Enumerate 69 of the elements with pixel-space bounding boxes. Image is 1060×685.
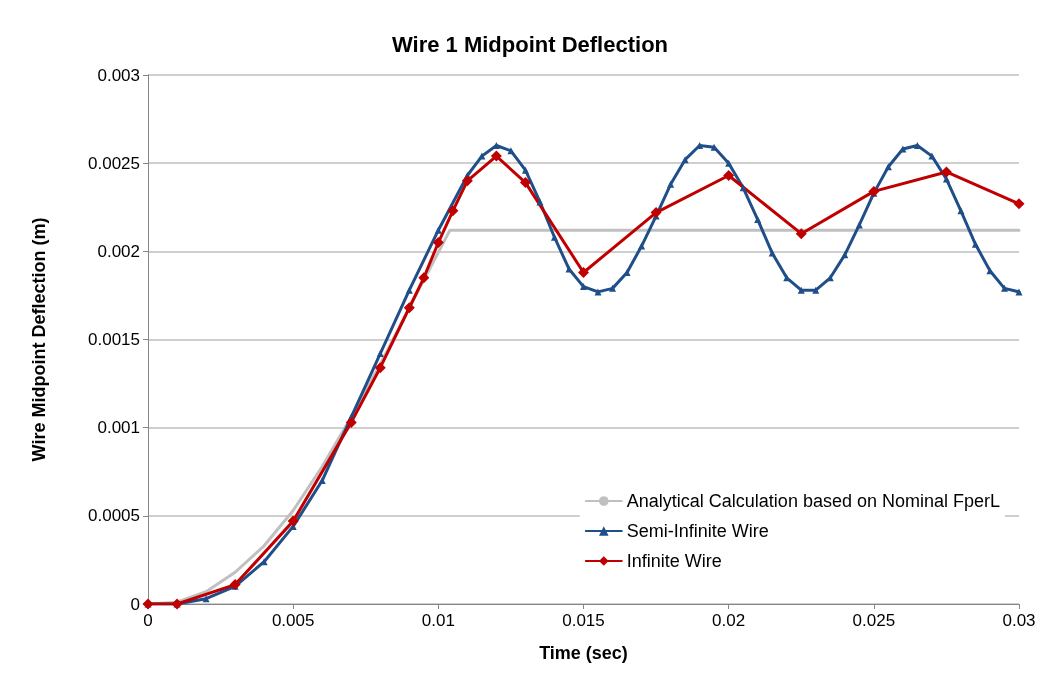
point xyxy=(623,268,631,276)
point xyxy=(681,156,689,164)
point xyxy=(578,266,589,278)
point xyxy=(202,595,210,603)
point xyxy=(507,147,515,155)
point xyxy=(940,166,952,178)
y-tick-label: 0.0025 xyxy=(88,153,140,173)
y-axis-title: Wire Midpoint Deflection (m) xyxy=(29,217,49,462)
point xyxy=(287,515,299,527)
point xyxy=(868,185,880,197)
point xyxy=(638,242,646,250)
legend-label: Semi-Infinite Wire xyxy=(626,521,769,541)
point xyxy=(1000,284,1008,292)
point xyxy=(461,175,473,187)
point xyxy=(447,205,459,217)
point xyxy=(403,302,415,314)
point xyxy=(345,416,357,428)
y-tick-label: 0.0005 xyxy=(88,506,140,526)
point xyxy=(580,283,587,291)
point xyxy=(318,477,326,485)
x-tick-label: 0.02 xyxy=(712,611,746,630)
point xyxy=(797,286,805,294)
point xyxy=(899,145,907,153)
point xyxy=(260,558,268,566)
point xyxy=(1013,198,1025,210)
x-tick-label: 0.01 xyxy=(421,611,455,630)
x-tick-label: 0.005 xyxy=(271,611,315,630)
point xyxy=(594,288,602,296)
point xyxy=(405,286,413,294)
point xyxy=(971,240,979,248)
point xyxy=(667,180,675,188)
y-tick-label: 0.003 xyxy=(97,65,140,85)
x-tick-label: 0 xyxy=(143,611,153,630)
point xyxy=(418,272,430,284)
point xyxy=(768,249,776,257)
point xyxy=(696,142,704,150)
point xyxy=(434,226,442,234)
x-axis-title: Time (sec) xyxy=(539,643,628,663)
point xyxy=(928,152,936,160)
point xyxy=(432,237,444,249)
point xyxy=(957,207,965,215)
point xyxy=(519,177,531,189)
y-tick-label: 0 xyxy=(130,594,140,614)
point xyxy=(521,166,529,174)
y-tick-label: 0.002 xyxy=(97,241,140,261)
point xyxy=(478,152,486,160)
legend-label: Analytical Calculation based on Nominal FperL xyxy=(626,491,1000,511)
legend-label: Infinite Wire xyxy=(626,551,722,571)
chart-title: Wire 1 Midpoint Deflection xyxy=(391,31,669,57)
point xyxy=(754,216,762,224)
x-tick-label: 0.015 xyxy=(562,611,605,630)
point xyxy=(550,233,558,241)
point xyxy=(650,207,662,219)
point xyxy=(884,163,892,171)
point xyxy=(913,142,921,150)
point xyxy=(812,286,820,294)
y-tick-label: 0.001 xyxy=(97,418,140,438)
point xyxy=(609,284,617,292)
point xyxy=(795,228,807,240)
point xyxy=(725,159,733,167)
point xyxy=(986,267,994,275)
y-tick-label: 0.0015 xyxy=(88,330,140,349)
point xyxy=(710,143,718,151)
point xyxy=(1015,288,1023,296)
point xyxy=(374,362,386,374)
x-tick-label: 0.025 xyxy=(852,611,896,630)
point xyxy=(723,170,735,182)
x-tick-label: 0.03 xyxy=(1002,611,1036,630)
point xyxy=(490,150,502,162)
